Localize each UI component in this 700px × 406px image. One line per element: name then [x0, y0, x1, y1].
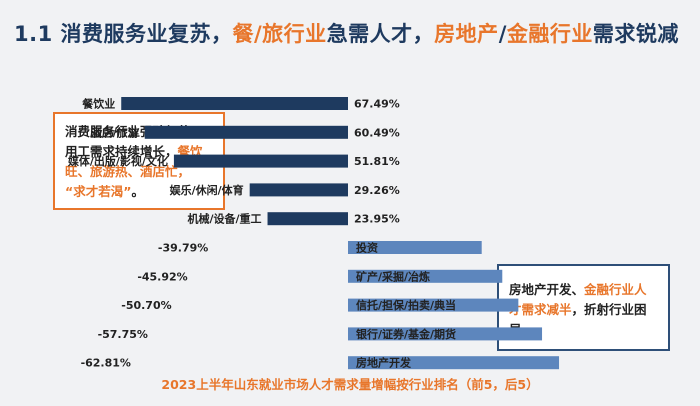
left-note-line-4: “求才若渴”。 [65, 184, 144, 199]
category-label-4: 机械/设备/重工 [187, 212, 261, 226]
value-label-8: -57.75% [98, 328, 148, 341]
bar-6 [348, 269, 503, 283]
category-label-8: 银行/证券/基金/期货 [356, 327, 456, 341]
value-label-0: 67.49% [354, 98, 400, 111]
bar-5 [348, 241, 482, 254]
bar-9 [348, 356, 560, 370]
value-label-1: 60.49% [354, 126, 400, 139]
bar-7 [348, 298, 519, 312]
bar-2 [173, 154, 348, 168]
category-label-7: 信托/担保/拍卖/典当 [356, 298, 456, 312]
bar-3 [249, 183, 348, 197]
value-label-7: -50.70% [121, 299, 171, 312]
category-label-2: 媒体/出版/影视/文化 [67, 154, 168, 168]
value-label-2: 51.81% [354, 155, 400, 168]
bar-4 [267, 212, 348, 226]
value-label-9: -62.81% [81, 357, 131, 370]
bar-1 [144, 125, 348, 139]
category-label-5: 投资 [356, 241, 378, 255]
bar-0 [121, 97, 348, 110]
value-label-4: 23.95% [354, 213, 400, 226]
chart-title: 2023上半年山东就业市场人才需求量增幅按行业排名（前5，后5） [161, 377, 539, 392]
value-label-5: -39.79% [158, 242, 208, 255]
category-label-6: 矿产/采掘/冶炼 [356, 269, 430, 283]
value-label-6: -45.92% [137, 270, 187, 283]
category-label-9: 房地产开发 [356, 356, 412, 370]
category-label-0: 餐饮业 [81, 97, 115, 111]
left-note-line-3: 旺、旅游热、酒店忙， [65, 164, 191, 179]
category-label-3: 娱乐/休闲/体育 [170, 183, 244, 197]
value-label-3: 29.26% [354, 184, 400, 197]
category-label-1: 酒店/旅游 [91, 125, 139, 139]
page-title: 1.1 消费服务业复苏，餐/旅行业急需人才，房地产/金融行业需求锐减 [14, 22, 679, 46]
bar-8 [348, 327, 543, 341]
